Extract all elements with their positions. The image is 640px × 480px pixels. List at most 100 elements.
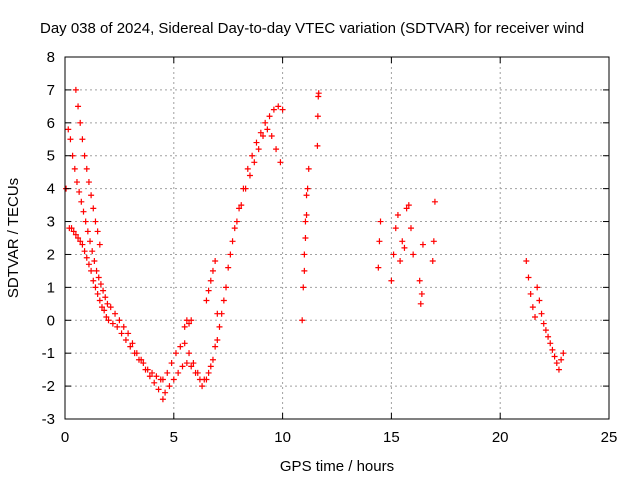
data-point bbox=[209, 267, 216, 274]
data-point bbox=[186, 320, 193, 327]
data-point bbox=[545, 333, 552, 340]
y-tick-label: 8 bbox=[47, 49, 55, 66]
data-point bbox=[547, 340, 554, 347]
data-point bbox=[216, 323, 223, 330]
data-point bbox=[72, 86, 79, 93]
data-point bbox=[394, 211, 401, 218]
data-point bbox=[100, 287, 107, 294]
data-point bbox=[68, 225, 75, 232]
series-midday-lower-branch bbox=[159, 126, 284, 390]
data-point bbox=[199, 383, 206, 390]
data-point bbox=[70, 228, 77, 235]
data-point bbox=[98, 304, 105, 311]
x-axis-label: GPS time / hours bbox=[280, 458, 394, 475]
x-tick-label: 20 bbox=[492, 429, 509, 446]
data-point bbox=[82, 218, 89, 225]
data-point bbox=[125, 330, 132, 337]
data-point bbox=[83, 165, 90, 172]
data-point bbox=[305, 165, 312, 172]
data-point bbox=[253, 139, 260, 146]
data-point bbox=[92, 284, 99, 291]
data-point bbox=[392, 225, 399, 232]
data-point bbox=[429, 258, 436, 265]
data-point bbox=[301, 251, 308, 258]
data-point bbox=[188, 363, 195, 370]
data-point bbox=[207, 363, 214, 370]
data-point bbox=[399, 238, 406, 245]
data-point bbox=[122, 337, 129, 344]
data-point bbox=[558, 356, 565, 363]
series-top-branch-early bbox=[72, 86, 103, 248]
data-point bbox=[78, 198, 85, 205]
data-point bbox=[302, 218, 309, 225]
data-point bbox=[227, 251, 234, 258]
y-tick-label: -2 bbox=[42, 378, 55, 395]
series-upper-branch-early bbox=[63, 126, 166, 403]
y-tick-label: 1 bbox=[47, 279, 55, 296]
data-point bbox=[88, 267, 95, 274]
data-point bbox=[65, 126, 72, 133]
y-tick-label: 6 bbox=[47, 115, 55, 132]
data-point bbox=[315, 90, 322, 97]
data-point bbox=[205, 287, 212, 294]
data-point bbox=[268, 132, 275, 139]
data-point bbox=[181, 340, 188, 347]
data-point bbox=[536, 297, 543, 304]
data-point bbox=[194, 369, 201, 376]
series-lower-branch-early bbox=[66, 225, 164, 383]
data-point bbox=[114, 323, 121, 330]
data-point bbox=[523, 258, 530, 265]
data-point bbox=[96, 297, 103, 304]
data-point bbox=[542, 327, 549, 334]
data-point bbox=[149, 369, 156, 376]
data-point bbox=[96, 241, 103, 248]
data-point bbox=[131, 350, 138, 357]
chart-title: Day 038 of 2024, Sidereal Day-to-day VTE… bbox=[40, 20, 584, 37]
data-point bbox=[146, 373, 153, 380]
data-point bbox=[203, 376, 210, 383]
y-tick-label: 3 bbox=[47, 214, 55, 231]
data-point bbox=[190, 360, 197, 367]
data-point bbox=[229, 238, 236, 245]
data-point bbox=[529, 304, 536, 311]
data-point bbox=[81, 152, 88, 159]
data-point bbox=[209, 356, 216, 363]
data-point bbox=[220, 297, 227, 304]
data-point bbox=[257, 129, 264, 136]
data-point bbox=[153, 373, 160, 380]
data-point bbox=[81, 248, 88, 255]
data-point bbox=[525, 274, 532, 281]
data-point bbox=[242, 185, 249, 192]
data-point bbox=[72, 231, 79, 238]
axis-ticks: 0 5 10 15 20 25 -3 -2 -1 0 1 2 3 4 5 6 7 8 bbox=[42, 49, 618, 446]
data-point bbox=[85, 261, 92, 268]
data-point bbox=[179, 363, 186, 370]
data-point bbox=[430, 238, 437, 245]
data-point bbox=[279, 106, 286, 113]
data-point bbox=[135, 356, 142, 363]
data-point bbox=[105, 317, 112, 324]
data-point bbox=[175, 369, 182, 376]
data-point bbox=[419, 241, 426, 248]
series-11h-cluster bbox=[299, 90, 322, 324]
data-point bbox=[303, 211, 310, 218]
data-point bbox=[170, 376, 177, 383]
data-point bbox=[77, 119, 84, 126]
series-midday-branch bbox=[162, 103, 286, 396]
data-point bbox=[79, 241, 86, 248]
y-tick-label: -3 bbox=[42, 411, 55, 428]
data-point bbox=[97, 281, 104, 288]
data-point bbox=[314, 113, 321, 120]
data-point bbox=[103, 313, 110, 320]
data-point bbox=[212, 258, 219, 265]
data-point bbox=[418, 290, 425, 297]
data-point bbox=[88, 192, 95, 199]
data-point bbox=[75, 103, 82, 110]
data-point bbox=[304, 185, 311, 192]
x-tick-label: 5 bbox=[170, 429, 178, 446]
data-point bbox=[214, 337, 221, 344]
data-point bbox=[159, 376, 166, 383]
data-point bbox=[266, 113, 273, 120]
x-tick-label: 10 bbox=[274, 429, 291, 446]
data-point bbox=[223, 284, 230, 291]
